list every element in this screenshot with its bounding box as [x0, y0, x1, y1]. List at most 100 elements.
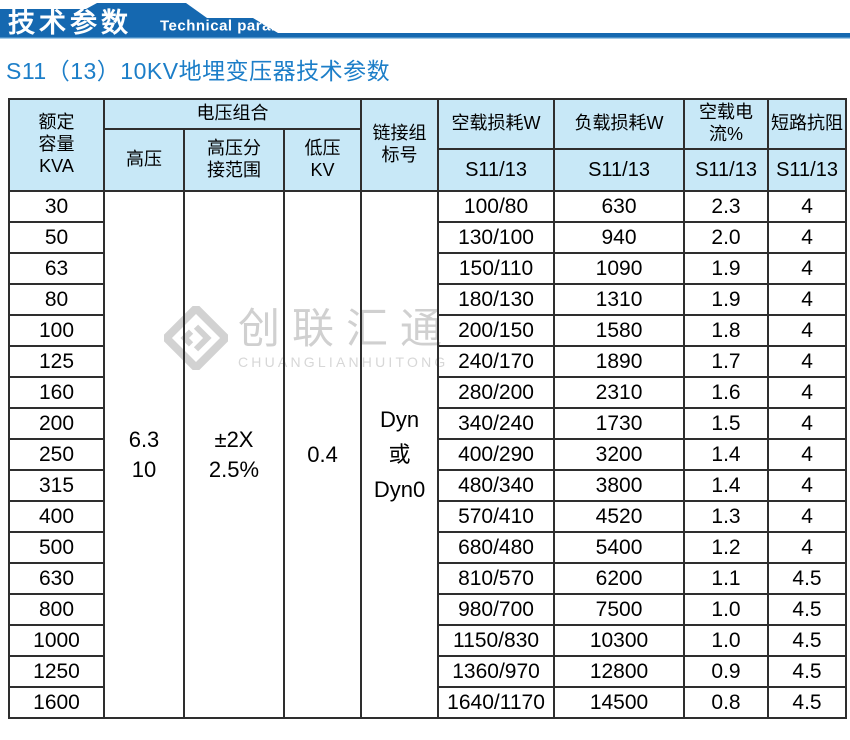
- no-load-loss-cell: 130/100: [437, 221, 556, 254]
- no-load-loss-cell: 1150/830: [437, 624, 556, 657]
- no-load-loss-cell: 180/130: [437, 283, 556, 316]
- no-load-loss-cell: 400/290: [437, 438, 556, 471]
- header-series-no-load-loss: S11/13: [437, 148, 556, 192]
- kva-cell: 630: [8, 562, 105, 595]
- hv-tap-range-cell: ±2X 2.5%: [183, 190, 285, 719]
- header-impedance: 短路抗阻: [767, 98, 848, 150]
- load-loss-cell: 5400: [553, 531, 686, 564]
- header-vector-group: 链接组 标号: [360, 98, 440, 192]
- load-loss-cell: 3200: [553, 438, 686, 471]
- no-load-loss-cell: 570/410: [437, 500, 556, 533]
- no-load-loss-cell: 810/570: [437, 562, 556, 595]
- load-loss-cell: 1310: [553, 283, 686, 316]
- banner-title-zh: 技术参数: [8, 7, 132, 38]
- table-row: 63 150/110 1090 1.9 4: [8, 252, 848, 285]
- load-loss-cell: 7500: [553, 593, 686, 626]
- kva-cell: 30: [8, 190, 105, 223]
- no-load-current-cell: 1.9: [683, 252, 770, 285]
- page-title: S11（13）10KV地埋变压器技术参数: [6, 58, 391, 84]
- impedance-cell: 4.5: [767, 655, 848, 688]
- load-loss-cell: 1090: [553, 252, 686, 285]
- table-row: 800 980/700 7500 1.0 4.5: [8, 593, 848, 626]
- header-series-load-loss: S11/13: [553, 148, 686, 192]
- header-voltage-combination: 电压组合: [102, 98, 363, 130]
- kva-cell: 100: [8, 314, 105, 347]
- banner-title-en: Technical parameter: [160, 18, 314, 35]
- load-loss-cell: 3800: [553, 469, 686, 502]
- impedance-cell: 4: [767, 283, 848, 316]
- table-row: 630 810/570 6200 1.1 4.5: [8, 562, 848, 595]
- load-loss-cell: 940: [553, 221, 686, 254]
- no-load-loss-cell: 480/340: [437, 469, 556, 502]
- impedance-cell: 4.5: [767, 562, 848, 595]
- no-load-current-cell: 1.5: [683, 407, 770, 440]
- impedance-cell: 4.5: [767, 593, 848, 626]
- spec-table: 额定 容量 KVA 电压组合 链接组 标号 空载损耗W 负载损耗W 空载电流% …: [8, 98, 848, 719]
- kva-cell: 800: [8, 593, 105, 626]
- no-load-current-cell: 1.0: [683, 624, 770, 657]
- impedance-cell: 4: [767, 190, 848, 223]
- kva-cell: 1000: [8, 624, 105, 657]
- impedance-cell: 4.5: [767, 624, 848, 657]
- header-lv: 低压 KV: [282, 128, 363, 192]
- no-load-loss-cell: 240/170: [437, 345, 556, 378]
- table-row: 125 240/170 1890 1.7 4: [8, 345, 848, 378]
- table-row: 500 680/480 5400 1.2 4: [8, 531, 848, 564]
- kva-cell: 1600: [8, 686, 105, 719]
- kva-cell: 63: [8, 252, 105, 285]
- section-banner: 技术参数 Technical parameter: [0, 0, 850, 45]
- table-row: 1250 1360/970 12800 0.9 4.5: [8, 655, 848, 688]
- no-load-loss-cell: 340/240: [437, 407, 556, 440]
- no-load-current-cell: 1.6: [683, 376, 770, 409]
- kva-cell: 50: [8, 221, 105, 254]
- spec-table-body: 30 6.3 10 ±2X 2.5% 0.4 Dyn 或 Dyn0 100/80 630 2.…: [8, 190, 848, 719]
- kva-cell: 200: [8, 407, 105, 440]
- load-loss-cell: 12800: [553, 655, 686, 688]
- no-load-loss-cell: 980/700: [437, 593, 556, 626]
- kva-cell: 160: [8, 376, 105, 409]
- header-load-loss: 负载损耗W: [553, 98, 686, 150]
- load-loss-cell: 2310: [553, 376, 686, 409]
- table-row: 400 570/410 4520 1.3 4: [8, 500, 848, 533]
- no-load-current-cell: 1.4: [683, 438, 770, 471]
- no-load-current-cell: 1.8: [683, 314, 770, 347]
- no-load-loss-cell: 150/110: [437, 252, 556, 285]
- no-load-current-cell: 1.7: [683, 345, 770, 378]
- spec-table-header: 额定 容量 KVA 电压组合 链接组 标号 空载损耗W 负载损耗W 空载电流% …: [8, 98, 848, 192]
- load-loss-cell: 4520: [553, 500, 686, 533]
- banner-ribbon-graphic: 技术参数 Technical parameter: [0, 3, 850, 39]
- no-load-current-cell: 1.3: [683, 500, 770, 533]
- table-row: 50 130/100 940 2.0 4: [8, 221, 848, 254]
- kva-cell: 125: [8, 345, 105, 378]
- no-load-current-cell: 2.3: [683, 190, 770, 223]
- table-row: 200 340/240 1730 1.5 4: [8, 407, 848, 440]
- table-row: 315 480/340 3800 1.4 4: [8, 469, 848, 502]
- load-loss-cell: 14500: [553, 686, 686, 719]
- no-load-current-cell: 0.9: [683, 655, 770, 688]
- load-loss-cell: 1730: [553, 407, 686, 440]
- kva-cell: 315: [8, 469, 105, 502]
- header-series-no-load-current: S11/13: [683, 148, 770, 192]
- table-row: 80 180/130 1310 1.9 4: [8, 283, 848, 316]
- impedance-cell: 4: [767, 252, 848, 285]
- no-load-loss-cell: 1360/970: [437, 655, 556, 688]
- impedance-cell: 4: [767, 531, 848, 564]
- no-load-current-cell: 1.0: [683, 593, 770, 626]
- load-loss-cell: 6200: [553, 562, 686, 595]
- no-load-current-cell: 0.8: [683, 686, 770, 719]
- impedance-cell: 4.5: [767, 686, 848, 719]
- hv-voltage-cell: 6.3 10: [103, 190, 185, 719]
- vector-group-cell: Dyn 或 Dyn0: [360, 190, 440, 719]
- header-series-impedance: S11/13: [767, 148, 848, 192]
- lv-voltage-cell: 0.4: [282, 190, 363, 719]
- no-load-current-cell: 1.9: [683, 283, 770, 316]
- no-load-loss-cell: 200/150: [437, 314, 556, 347]
- header-rated-capacity: 额定 容量 KVA: [8, 98, 105, 192]
- load-loss-cell: 10300: [553, 624, 686, 657]
- impedance-cell: 4: [767, 500, 848, 533]
- impedance-cell: 4: [767, 345, 848, 378]
- header-no-load-current: 空载电流%: [683, 98, 770, 150]
- load-loss-cell: 1890: [553, 345, 686, 378]
- no-load-current-cell: 1.2: [683, 531, 770, 564]
